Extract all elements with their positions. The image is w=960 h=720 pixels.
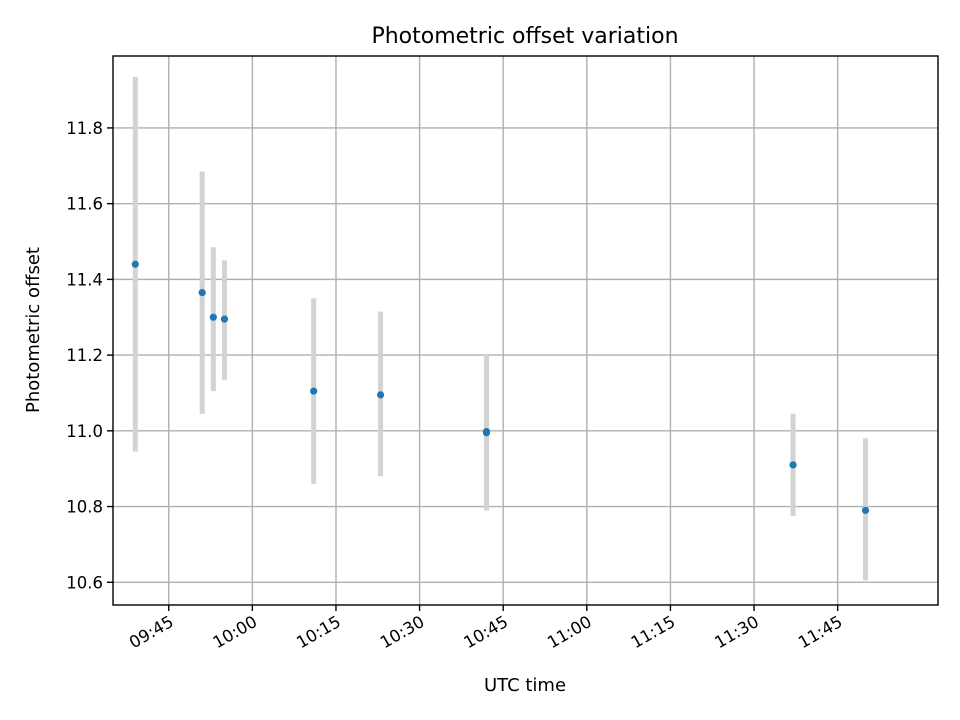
y-tick-label: 11.6 (66, 195, 103, 214)
x-tick-label: 11:30 (711, 612, 762, 652)
y-tick-label: 11.2 (66, 346, 103, 365)
y-tick-label: 11.8 (66, 119, 103, 138)
data-point (789, 461, 797, 469)
data-point (482, 427, 491, 436)
y-tick-label: 10.6 (66, 573, 103, 592)
x-tick-label: 11:15 (628, 612, 679, 652)
data-point (131, 260, 139, 268)
x-tick-label: 10:00 (210, 612, 261, 652)
x-tick-label: 10:45 (461, 612, 512, 652)
data-point (220, 315, 229, 323)
chart-title: Photometric offset variation (371, 24, 678, 49)
y-tick-label: 10.8 (66, 498, 103, 517)
x-tick-label: 09:45 (126, 612, 177, 652)
y-axis-label: Photometric offset (23, 247, 44, 413)
data-point (861, 506, 870, 514)
x-axis-ticks: 09:45 10:00 10:15 10:30 10:45 11:00 11:15 11:30… (126, 605, 846, 652)
x-tick-label: 10:15 (293, 612, 344, 652)
data-point (209, 313, 217, 321)
y-axis-ticks: 10.6 10.8 11.0 11.2 11.4 11.6 11.8 (66, 119, 113, 592)
data-point (198, 289, 206, 297)
x-axis-label: UTC time (484, 675, 566, 696)
error-bars (132, 76, 869, 581)
y-tick-label: 11.0 (66, 422, 103, 441)
data-point (310, 387, 318, 395)
y-tick-label: 11.4 (66, 270, 103, 289)
x-tick-label: 11:45 (795, 612, 846, 652)
plot-frame (112, 55, 939, 606)
x-tick-label: 10:30 (377, 612, 428, 652)
data-point (376, 391, 385, 399)
grid (113, 56, 938, 605)
x-tick-label: 11:00 (544, 612, 595, 652)
data-points (131, 260, 870, 514)
